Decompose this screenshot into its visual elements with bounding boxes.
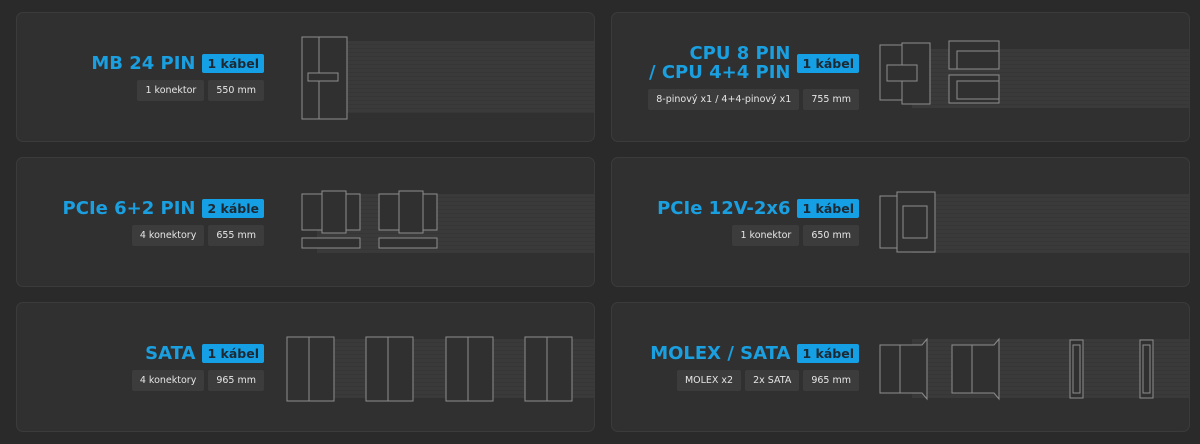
cpu-connector-icon [879, 40, 1000, 105]
cable-title: PCIe 12V-2x6 [657, 197, 791, 219]
cable-info: MOLEX / SATA 1 kábel MOLEX x2 2x SATA 965 m… [650, 303, 859, 431]
cable-info: MB 24 PIN 1 kábel 1 konektor 550 mm [91, 13, 264, 141]
cable-title: MB 24 PIN [91, 52, 196, 74]
connector-count-chip: 1 konektor [137, 79, 205, 101]
connector-count-chip: 1 konektor [732, 224, 800, 246]
cable-card-mb24: MB 24 PIN 1 kábel 1 konektor 550 mm [16, 12, 595, 142]
length-chip: 755 mm [803, 89, 859, 110]
pcie62-connector-icon [301, 190, 438, 249]
cable-info: SATA 1 kábel 4 konektory 965 mm [131, 303, 264, 431]
cable-title: SATA [145, 342, 196, 364]
sata-count-chip: 2x SATA [745, 369, 800, 391]
cable-count-badge: 1 kábel [797, 198, 859, 218]
molex-count-chip: MOLEX x2 [676, 369, 742, 391]
cable-card-pcie12v: PCIe 12V-2x6 1 kábel 1 konektor 650 mm [611, 157, 1190, 287]
length-chip: 550 mm [208, 79, 264, 101]
cable-count-badge: 1 kábel [202, 343, 264, 363]
cable-card-cpu: CPU 8 PIN / CPU 4+4 PIN 1 kábel 8-pinový x… [611, 12, 1190, 142]
cable-info: PCIe 6+2 PIN 2 káble 4 konektory 655 mm [63, 158, 264, 286]
cable-title: PCIe 6+2 PIN [62, 197, 196, 219]
cable-info: PCIe 12V-2x6 1 kábel 1 konektor 650 mm [657, 158, 859, 286]
mb24-connector-icon [301, 36, 348, 120]
cable-band [317, 193, 594, 253]
cable-info: CPU 8 PIN / CPU 4+4 PIN 1 kábel 8-pinový x… [648, 13, 859, 141]
length-chip: 965 mm [208, 369, 264, 391]
cable-card-sata: SATA 1 kábel 4 konektory 965 mm [16, 302, 595, 432]
cable-count-badge: 2 káble [202, 198, 264, 218]
connector-type-chip: 8-pinový x1 / 4+4-pinový x1 [648, 89, 800, 110]
title-line-2: / CPU 4+4 PIN [649, 62, 791, 83]
length-chip: 965 mm [803, 369, 859, 391]
cable-title: CPU 8 PIN / CPU 4+4 PIN [649, 44, 790, 82]
cable-count-badge: 1 kábel [797, 53, 859, 73]
cable-band [317, 41, 594, 113]
cable-count-badge: 1 kábel [797, 343, 859, 363]
cable-band [912, 193, 1189, 253]
cable-count-badge: 1 kábel [202, 53, 264, 73]
length-chip: 655 mm [208, 224, 264, 246]
cable-title: MOLEX / SATA [650, 342, 791, 364]
sata-connector-icon [286, 336, 573, 402]
pcie12v-connector-icon [879, 191, 936, 253]
molex-sata-connector-icon [879, 337, 1154, 401]
cable-card-pcie62: PCIe 6+2 PIN 2 káble 4 konektory 655 mm [16, 157, 595, 287]
cable-card-molex-sata: MOLEX / SATA 1 kábel MOLEX x2 2x SATA 965 m… [611, 302, 1190, 432]
title-line-1: CPU 8 PIN [689, 43, 791, 64]
connector-count-chip: 4 konektory [131, 369, 205, 391]
length-chip: 650 mm [803, 224, 859, 246]
connector-count-chip: 4 konektory [131, 224, 205, 246]
